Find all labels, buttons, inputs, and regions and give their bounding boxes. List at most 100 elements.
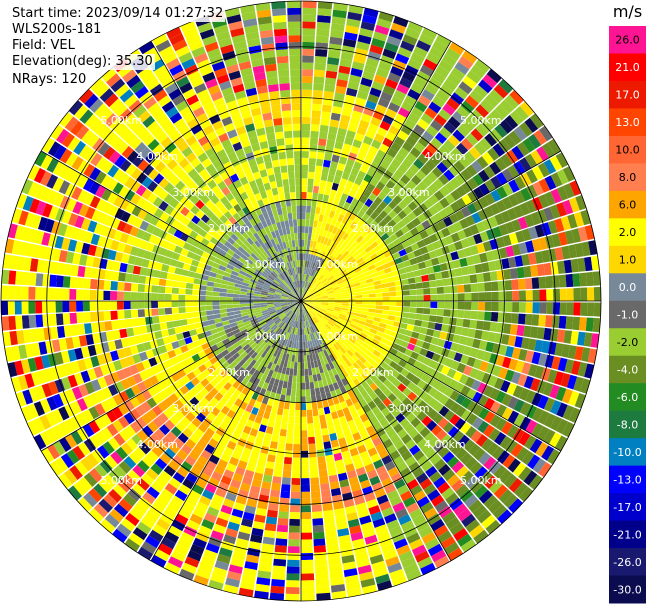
range-gate: [278, 70, 289, 78]
range-gate: [288, 172, 295, 179]
range-gate: [151, 293, 158, 300]
range-gate: [56, 288, 63, 300]
range-gate: [301, 240, 304, 247]
range-gate: [323, 91, 334, 99]
range-gate: [437, 287, 444, 294]
range-gate: [91, 268, 99, 279]
range-gate: [219, 297, 226, 301]
range-gate: [293, 444, 300, 451]
range-gate: [436, 279, 444, 286]
range-gate: [320, 125, 329, 133]
range-gate: [400, 273, 408, 279]
range-gate: [178, 307, 185, 313]
range-gate: [77, 266, 85, 277]
range-gate: [325, 413, 332, 421]
range-gate: [318, 145, 326, 153]
range-gate: [307, 185, 313, 192]
range-gate: [152, 316, 160, 324]
range-gate: [69, 289, 76, 300]
range-gate: [302, 172, 308, 179]
range-gate: [279, 504, 289, 512]
range-gate: [421, 275, 429, 282]
range-gate: [294, 158, 301, 165]
range-gate: [315, 207, 321, 215]
range-gate: [35, 287, 42, 300]
range-gate: [290, 192, 295, 199]
range-gate: [272, 8, 286, 16]
range-gate: [401, 279, 409, 285]
range-gate: [290, 505, 300, 512]
range-gate: [188, 271, 196, 278]
range-gate: [125, 319, 133, 328]
range-gate: [309, 457, 317, 464]
range-gate: [318, 193, 324, 201]
range-gate: [83, 290, 90, 300]
range-gate: [138, 275, 146, 283]
range-gate: [289, 368, 293, 375]
range-gate: [278, 511, 289, 519]
range-gate: [35, 301, 42, 314]
range-gate: [292, 458, 300, 465]
range-gate: [289, 410, 295, 417]
range-gate: [288, 28, 301, 35]
range-gate: [152, 278, 160, 286]
range-gate: [476, 273, 484, 282]
range-gate: [269, 413, 276, 421]
range-gate: [382, 292, 389, 297]
range-gate: [299, 342, 301, 349]
range-gate: [173, 274, 181, 281]
range-gate: [297, 369, 301, 376]
range-gate: [471, 293, 478, 301]
range-gate: [187, 277, 195, 284]
range-gate: [275, 36, 288, 44]
range-gate: [233, 301, 240, 304]
range-gate: [301, 376, 305, 383]
range-gate: [376, 293, 383, 297]
range-gate: [297, 362, 300, 369]
range-gate: [322, 435, 330, 443]
range-gate: [193, 317, 201, 323]
range-gate: [76, 312, 84, 323]
range-gate: [321, 490, 331, 498]
range-gate: [484, 282, 491, 291]
range-gate: [111, 320, 119, 330]
range-gate: [413, 270, 421, 277]
range-gate: [165, 294, 172, 300]
range-gate: [213, 287, 220, 292]
range-gate: [105, 270, 113, 280]
range-gate: [282, 179, 289, 187]
range-gate: [278, 152, 286, 160]
range-gate: [292, 103, 301, 110]
range-gate: [285, 138, 293, 145]
range-gate: [49, 288, 56, 300]
range-gate: [22, 315, 30, 329]
range-gate: [291, 83, 301, 90]
range-gate: [318, 138, 326, 146]
range-gate: [295, 410, 301, 417]
range-gate: [288, 539, 300, 546]
range-gate: [49, 301, 56, 313]
range-gate: [290, 226, 294, 233]
range-gate: [151, 301, 158, 308]
range-gate: [294, 362, 298, 369]
range-gate: [270, 181, 277, 189]
range-gate: [302, 165, 308, 172]
range-gate: [226, 297, 233, 301]
range-gate: [49, 275, 57, 287]
range-gate: [279, 83, 290, 91]
range-gate: [275, 545, 287, 553]
range-gate: [318, 8, 332, 16]
range-gate: [91, 322, 99, 333]
range-gate: [305, 376, 309, 383]
range-gate: [437, 294, 444, 301]
range-gate: [282, 110, 291, 117]
range-gate: [295, 403, 300, 410]
range-gate: [56, 275, 64, 287]
range-gate: [226, 305, 233, 309]
range-gate: [275, 132, 284, 140]
range-gate: [117, 282, 125, 291]
range-gate: [90, 301, 97, 311]
range-gate: [301, 533, 312, 540]
range-gate: [179, 282, 187, 289]
range-gate: [539, 277, 547, 289]
